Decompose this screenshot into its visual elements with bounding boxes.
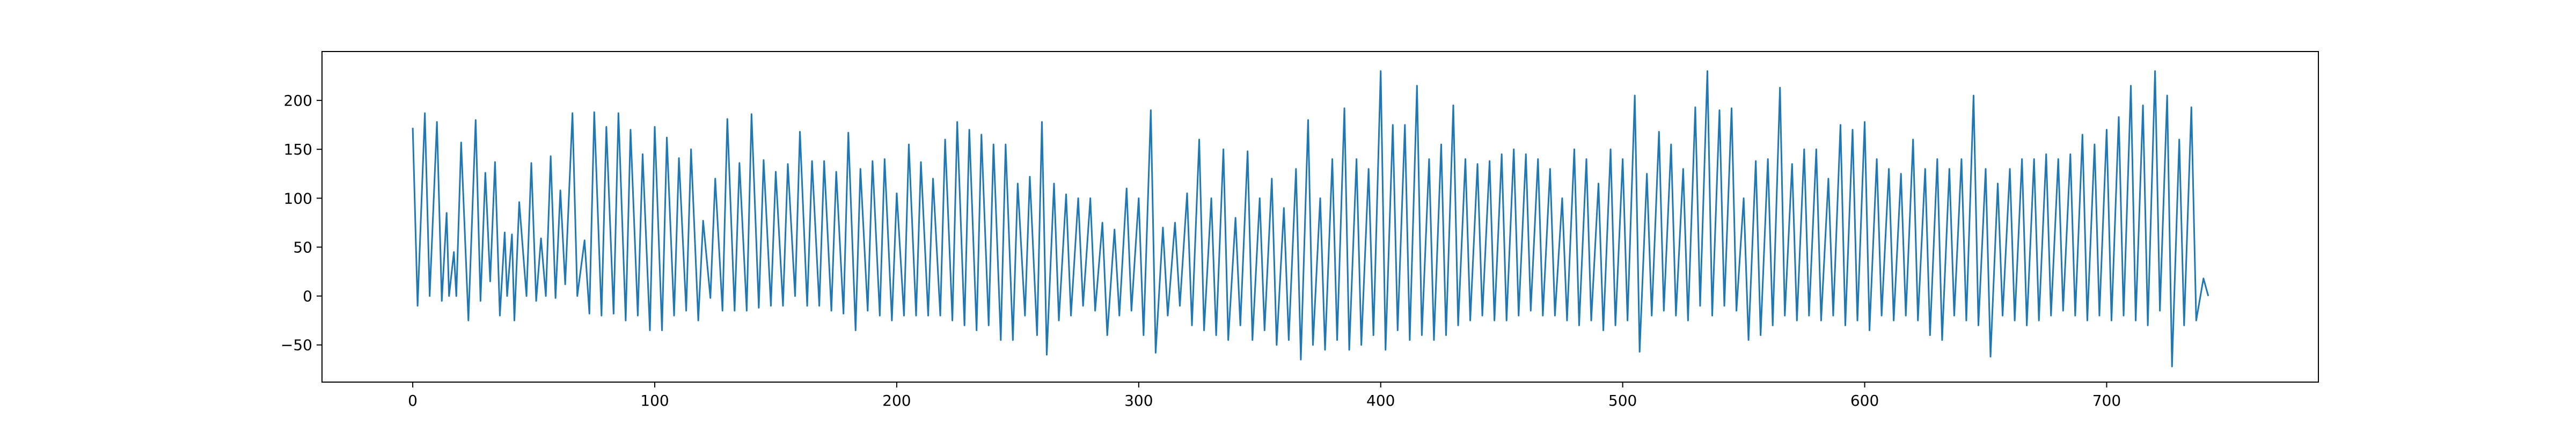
- x-tick-label: 300: [1124, 392, 1153, 409]
- plot-frame: [321, 51, 2319, 383]
- x-tick-label: 600: [1850, 392, 1879, 409]
- y-axis: −50 0 50 100 150 200: [281, 92, 322, 354]
- x-tick-label: 200: [882, 392, 911, 409]
- y-tick-label: 200: [284, 92, 312, 109]
- x-tick-label: 100: [640, 392, 669, 409]
- y-tick-label: 0: [303, 288, 312, 305]
- x-axis: 0 100 200 300 400 500 600 700: [408, 382, 2121, 409]
- y-tick-label: −50: [281, 336, 312, 354]
- series-line: [412, 70, 2209, 368]
- y-tick-label: 50: [293, 238, 312, 256]
- y-tick-label: 150: [284, 141, 312, 158]
- x-tick-label: 0: [408, 392, 418, 409]
- x-tick-label: 700: [2092, 392, 2121, 409]
- plot-layer: [412, 70, 2209, 368]
- x-tick-label: 400: [1366, 392, 1395, 409]
- y-tick-label: 100: [284, 189, 312, 207]
- x-tick-label: 500: [1608, 392, 1637, 409]
